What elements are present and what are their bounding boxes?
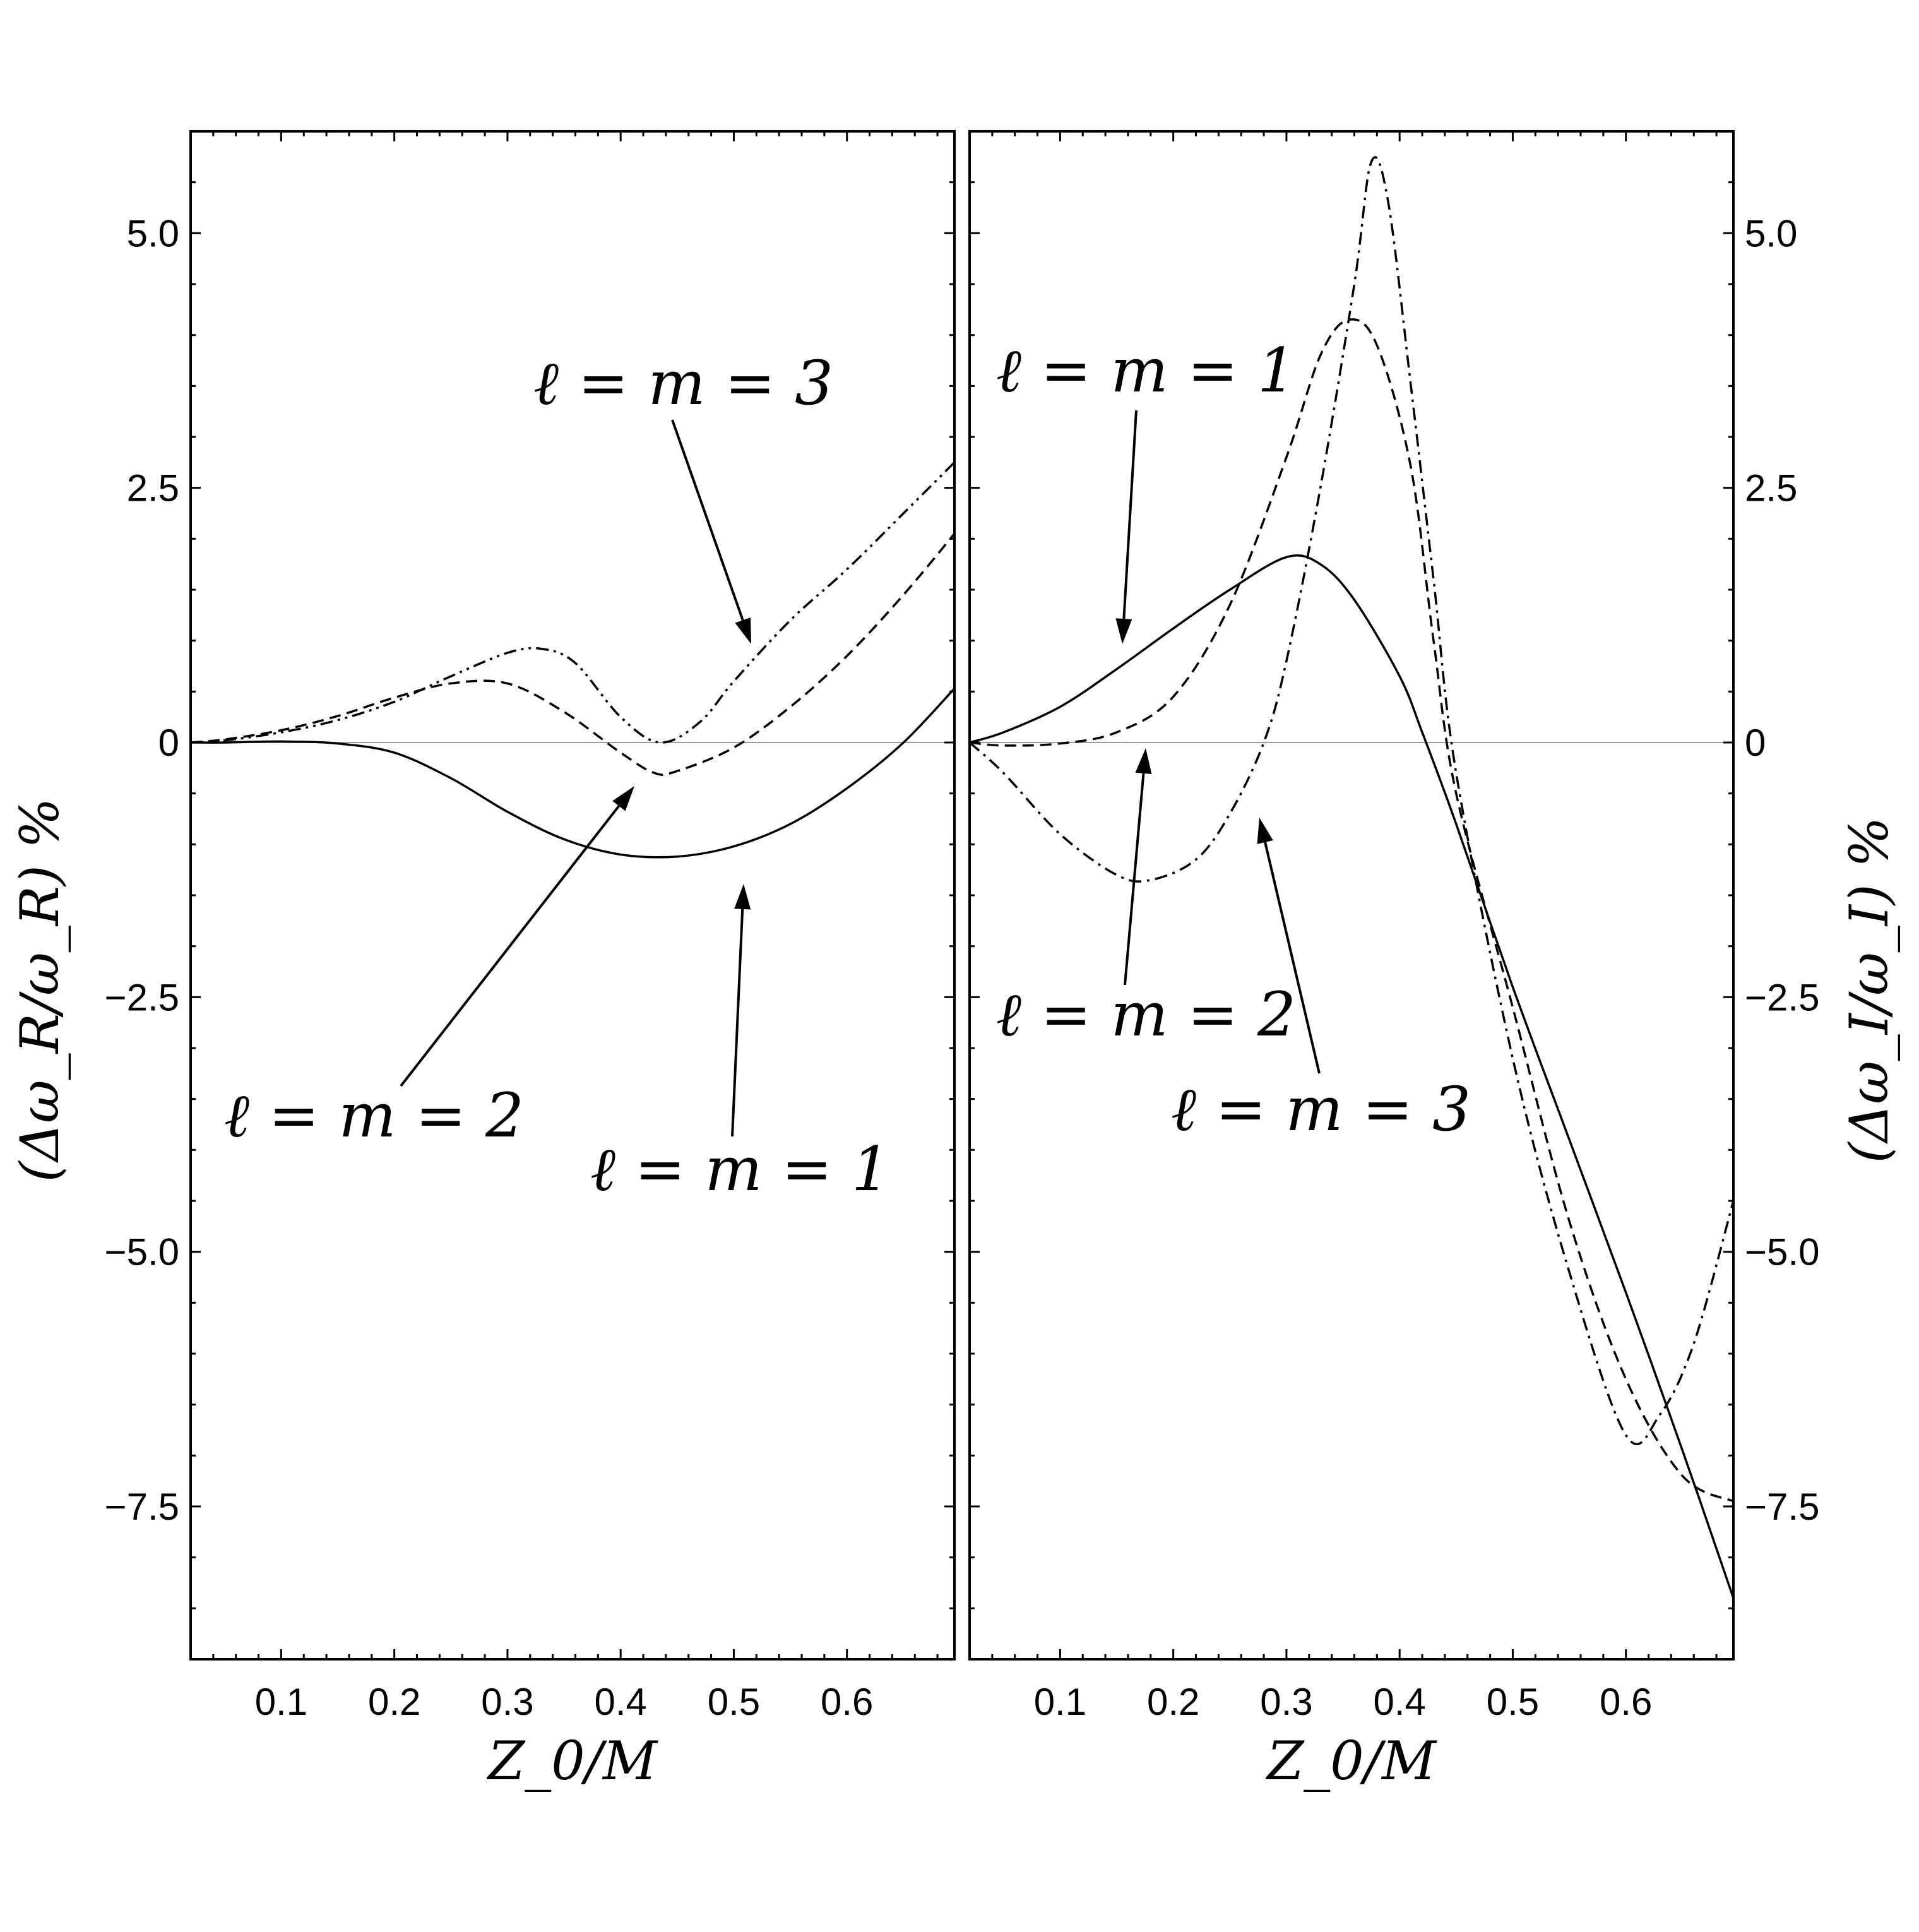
right-y-tick-label: −2.5: [1745, 976, 1819, 1018]
left-annotations: ℓ = m = 3 ℓ = m = 2 ℓ = m = 1: [224, 348, 890, 1205]
right-x-tick-label: 0.4: [1373, 1681, 1425, 1723]
right-annotation-arrow-head: [1115, 618, 1132, 644]
left-x-tick-label: 0.2: [368, 1681, 420, 1723]
left-panel: 0.1 0.2 0.3 0.4 0.5 0.6 5.0 2.5 0 −2.5 −5.0 −7.5 Z_…: [9, 130, 956, 1792]
right-y-tick-label: −5.0: [1745, 1231, 1819, 1273]
right-series-group: [968, 156, 1735, 1599]
left-series-group: [190, 462, 956, 859]
right-x-tick-label: 0.5: [1487, 1681, 1539, 1723]
right-y-tick-label: 0: [1745, 722, 1766, 764]
left-y-tick-label: 0: [158, 722, 179, 764]
left-ticks-group: [189, 130, 954, 1661]
right-annotations: ℓ = m = 1 ℓ = m = 2 ℓ = m = 3: [996, 335, 1471, 1145]
right-y-tick-label: 2.5: [1745, 467, 1797, 510]
right-y-axis-label: (Δω_I/ω_I) %: [1838, 817, 1900, 1163]
left-y-axis-label: (Δω_R/ω_R) %: [9, 798, 71, 1183]
right-x-axis-label: Z_0/M: [1265, 1730, 1437, 1792]
left-y-tick-label: 2.5: [127, 467, 179, 510]
right-x-tick-label: 0.6: [1600, 1681, 1652, 1723]
right-tick-labels: 0.1 0.2 0.3 0.4 0.5 0.6 5.0 2.5 0 −2.5 −5.0 −7.5: [1034, 212, 1820, 1723]
left-series-dash-dot-dot-line: [190, 462, 956, 744]
left-annotation-arrow-line: [400, 805, 620, 1087]
right-y-tick-label: −7.5: [1745, 1486, 1819, 1528]
right-series-dashed-line: [969, 318, 1734, 1503]
left-series-solid-line: [190, 688, 956, 859]
left-x-tick-label: 0.3: [481, 1681, 533, 1723]
right-annotation-arrow-line: [1124, 773, 1145, 986]
right-annotation-arrow-head: [1135, 748, 1152, 774]
left-annotation-arrow-head: [612, 786, 634, 811]
right-annotation-arrow-head: [1257, 818, 1273, 844]
left-y-tick-label: −7.5: [105, 1486, 179, 1528]
left-x-tick-label: 0.4: [594, 1681, 646, 1723]
right-x-tick-label: 0.1: [1034, 1681, 1086, 1723]
left-x-tick-label: 0.1: [255, 1681, 307, 1723]
right-x-tick-label: 0.2: [1147, 1681, 1199, 1723]
left-annotation-arrow-line: [731, 909, 744, 1137]
right-annotation-arrow-line: [1122, 410, 1138, 619]
left-annotation-arrow-head: [735, 617, 751, 644]
right-annotation-arrow-line: [1264, 842, 1321, 1074]
left-y-tick-label: −5.0: [105, 1231, 179, 1273]
left-series-dashed-line: [190, 533, 956, 777]
left-y-tick-label: −2.5: [105, 976, 179, 1018]
left-annotation-label: ℓ = m = 1: [590, 1134, 890, 1205]
left-y-tick-label: 5.0: [127, 212, 179, 254]
right-annotation-label: ℓ = m = 2: [996, 979, 1296, 1050]
right-ticks-group: [968, 130, 1733, 1661]
right-x-tick-label: 0.3: [1260, 1681, 1312, 1723]
right-series-solid-line: [969, 554, 1735, 1599]
right-panel: 0.1 0.2 0.3 0.4 0.5 0.6 5.0 2.5 0 −2.5 −5.0 −7.5 Z_…: [968, 130, 1900, 1792]
right-annotation-label: ℓ = m = 1: [996, 335, 1296, 406]
left-x-tick-label: 0.5: [708, 1681, 760, 1723]
left-annotation-arrow-head: [734, 884, 751, 910]
left-annotation-label: ℓ = m = 3: [533, 348, 833, 419]
right-annotation-label: ℓ = m = 3: [1171, 1074, 1471, 1145]
left-x-tick-label: 0.6: [821, 1681, 873, 1723]
right-series-dash-dot-line: [968, 156, 1735, 1446]
left-annotation-arrow-line: [671, 419, 744, 621]
left-tick-labels: 0.1 0.2 0.3 0.4 0.5 0.6 5.0 2.5 0 −2.5 −5.0 −7.5: [105, 212, 874, 1723]
right-y-tick-label: 5.0: [1745, 212, 1797, 254]
left-annotation-label: ℓ = m = 2: [224, 1080, 524, 1151]
left-x-axis-label: Z_0/M: [486, 1730, 658, 1792]
